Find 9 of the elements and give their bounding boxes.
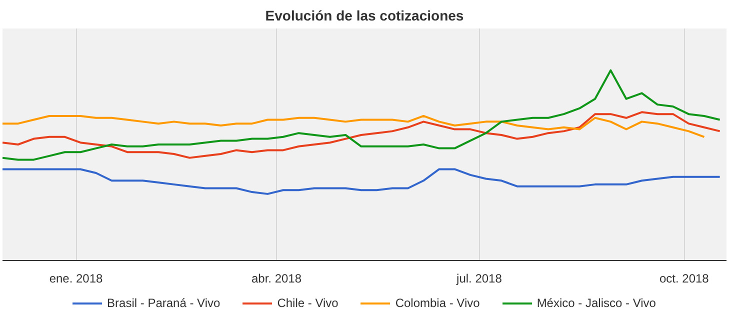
legend-label: Brasil - Paraná - Vivo xyxy=(107,296,220,310)
x-tick-label: jul. 2018 xyxy=(456,272,502,286)
x-tick-label: ene. 2018 xyxy=(49,272,104,286)
legend-label: Colombia - Vivo xyxy=(395,296,480,310)
x-tick-label: oct. 2018 xyxy=(659,272,710,286)
x-tick-label: abr. 2018 xyxy=(251,272,302,286)
legend-label: México - Jalisco - Vivo xyxy=(536,296,656,310)
chart-title: Evolución de las cotizaciones xyxy=(265,8,464,24)
legend-label: Chile - Vivo xyxy=(277,296,338,310)
